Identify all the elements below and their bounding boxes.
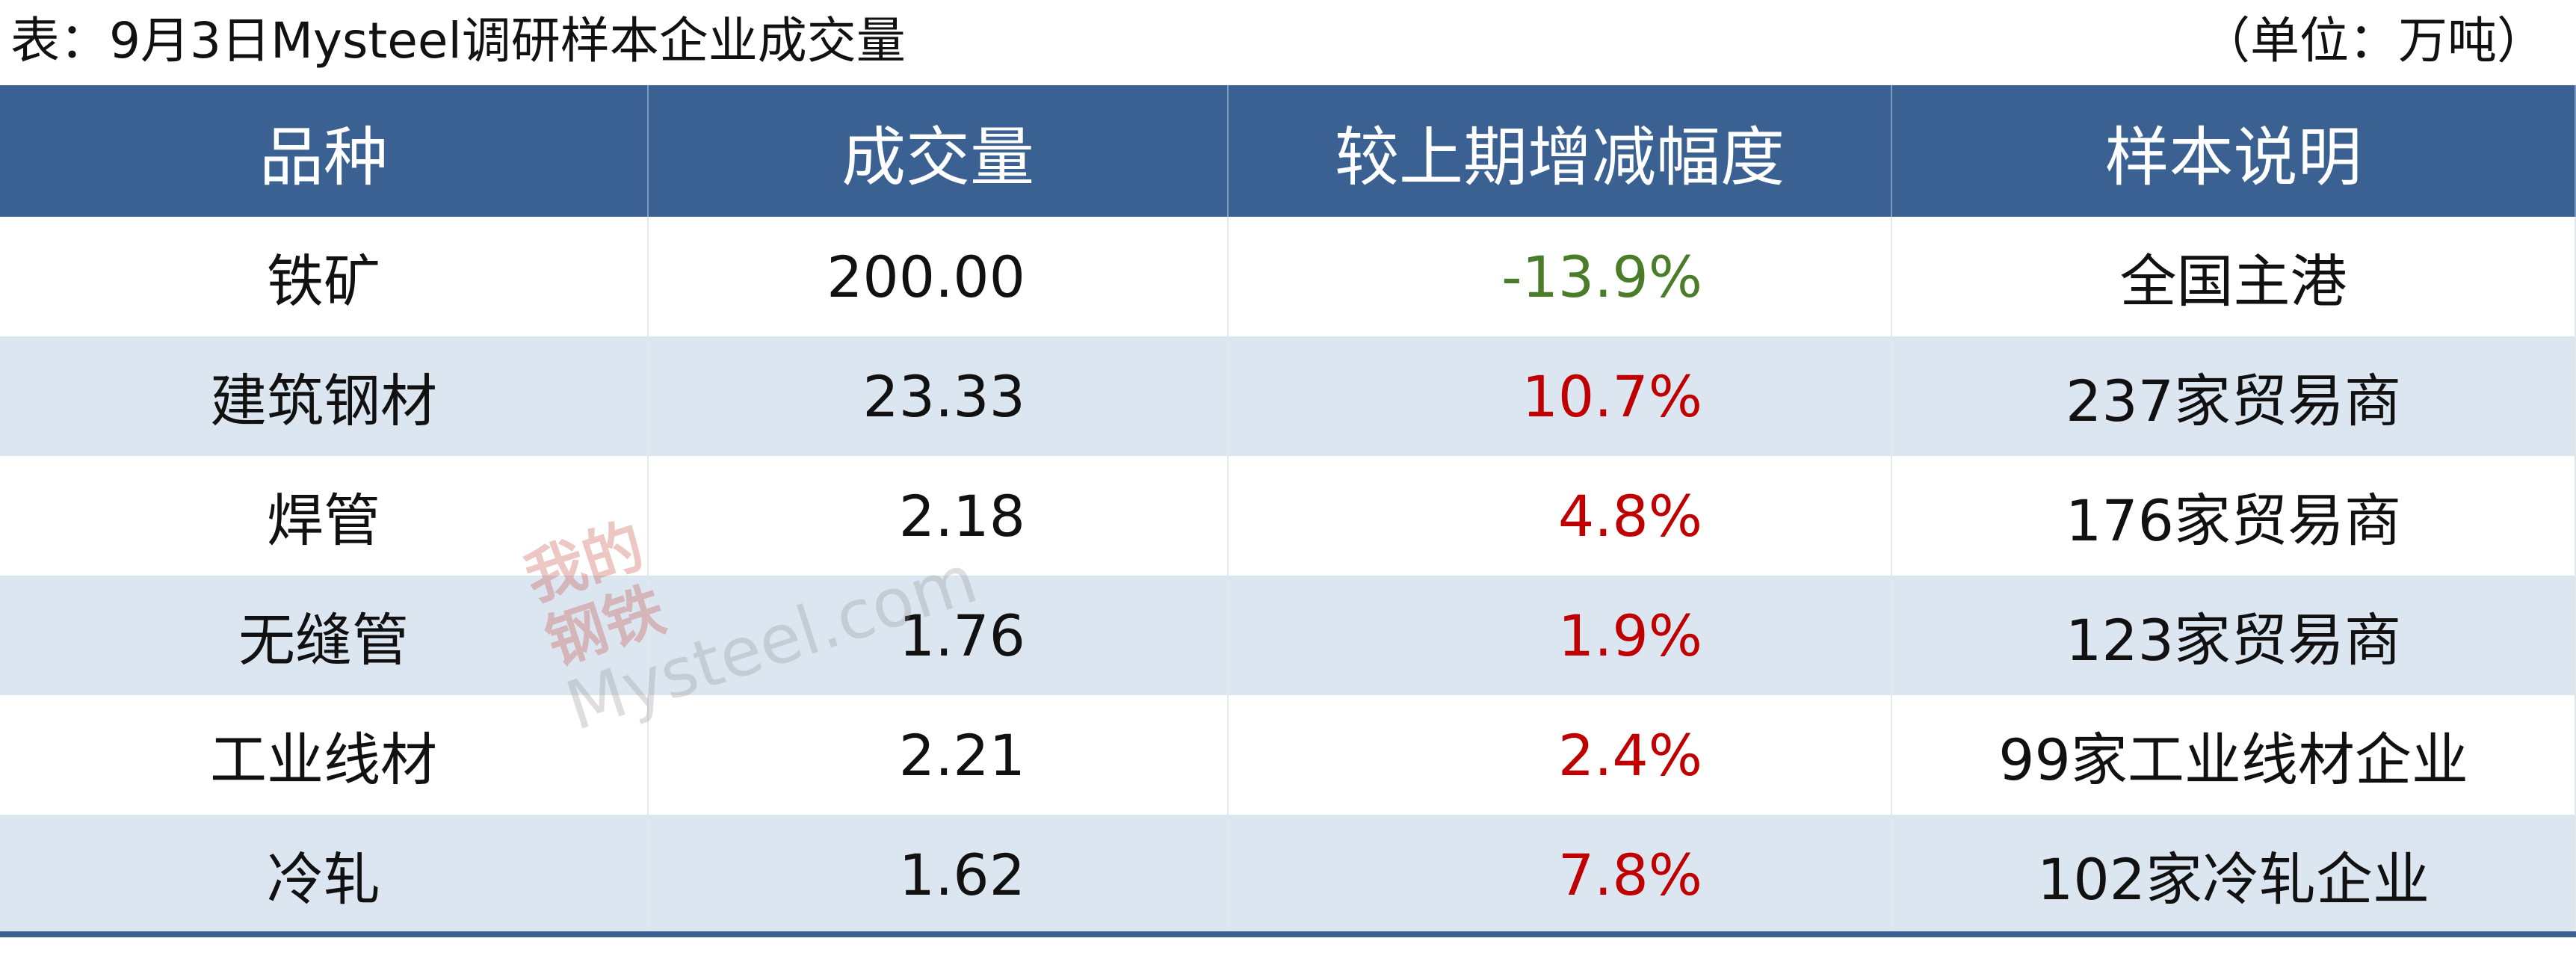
table-cell: 200.00 — [649, 217, 1229, 336]
table-cell: 4.8% — [1229, 456, 1892, 576]
table-cell: 1.62 — [649, 815, 1229, 934]
table-cell: 23.33 — [649, 336, 1229, 456]
table-cell: 102家冷轧企业 — [1892, 815, 2576, 934]
table-cell: -13.9% — [1229, 217, 1892, 336]
table-cell: 237家贸易商 — [1892, 336, 2576, 456]
unit-label: （单位：万吨） — [2201, 12, 2546, 70]
table-row: 工业线材 2.21 2.4% 99家工业线材企业 — [0, 695, 2576, 815]
bottom-border — [0, 931, 2576, 937]
header-cell: 样本说明 — [1892, 85, 2576, 217]
table-title: 表：9月3日Mysteel调研样本企业成交量 — [10, 12, 906, 70]
header-row: 品种 成交量 较上期增减幅度 样本说明 — [0, 85, 2576, 217]
header-cell: 品种 — [0, 85, 649, 217]
table-row: 铁矿 200.00 -13.9% 全国主港 — [0, 217, 2576, 336]
table-cell: 焊管 — [0, 456, 649, 576]
table-cell: 2.4% — [1229, 695, 1892, 815]
table-cell: 7.8% — [1229, 815, 1892, 934]
table-cell: 冷轧 — [0, 815, 649, 934]
header-cell: 较上期增减幅度 — [1229, 85, 1892, 217]
table-cell: 铁矿 — [0, 217, 649, 336]
table-cell: 2.18 — [649, 456, 1229, 576]
table-cell: 123家贸易商 — [1892, 576, 2576, 695]
table-cell: 建筑钢材 — [0, 336, 649, 456]
table-cell: 工业线材 — [0, 695, 649, 815]
table-row: 焊管 2.18 4.8% 176家贸易商 — [0, 456, 2576, 576]
table-cell: 1.9% — [1229, 576, 1892, 695]
table-cell: 无缝管 — [0, 576, 649, 695]
table-row: 无缝管 1.76 1.9% 123家贸易商 — [0, 576, 2576, 695]
table-cell: 全国主港 — [1892, 217, 2576, 336]
table-cell: 10.7% — [1229, 336, 1892, 456]
table-cell: 1.76 — [649, 576, 1229, 695]
table-row: 冷轧 1.62 7.8% 102家冷轧企业 — [0, 815, 2576, 934]
header-cell: 成交量 — [649, 85, 1229, 217]
table-cell: 176家贸易商 — [1892, 456, 2576, 576]
table-cell: 99家工业线材企业 — [1892, 695, 2576, 815]
table-cell: 2.21 — [649, 695, 1229, 815]
table-row: 建筑钢材 23.33 10.7% 237家贸易商 — [0, 336, 2576, 456]
